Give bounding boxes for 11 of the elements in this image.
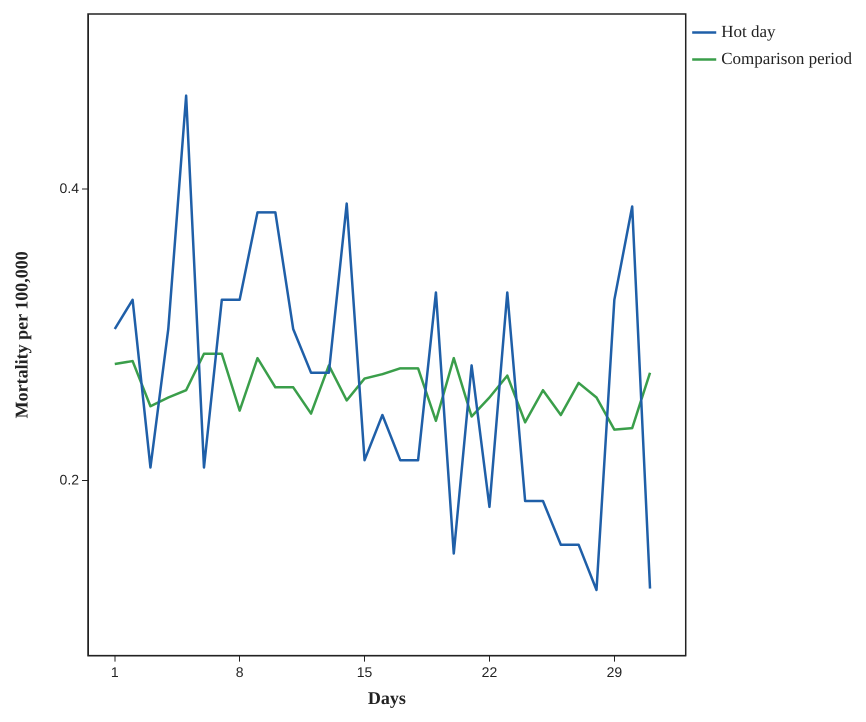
x-tick-label: 15: [356, 664, 373, 680]
x-tick-label: 1: [110, 664, 119, 680]
y-tick-label: 0.2: [60, 471, 80, 488]
x-tick-label: 8: [236, 664, 244, 680]
y-tick-label: 0.4: [60, 180, 80, 196]
y-axis-title: Mortality per 100,000: [11, 251, 32, 418]
x-tick-label: 22: [482, 664, 498, 680]
legend-label: Comparison period: [721, 48, 852, 68]
x-tick-label: 29: [606, 664, 622, 680]
legend-label: Hot day: [721, 22, 776, 41]
x-axis-title: Days: [368, 688, 406, 708]
